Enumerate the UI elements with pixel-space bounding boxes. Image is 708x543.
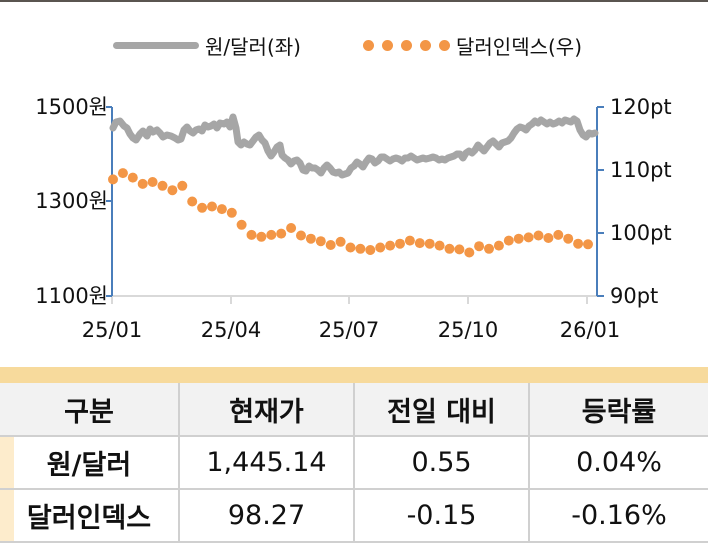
- quote-table-container: 구분 현재가 전일 대비 등락률 원/달러 1,445.14 0.55 0.04…: [0, 367, 708, 543]
- row-rate: -0.16%: [528, 488, 708, 543]
- table-row: 원/달러 1,445.14 0.55 0.04%: [0, 435, 708, 490]
- row-name: 원/달러: [0, 435, 180, 490]
- dollar-index-point: [216, 204, 227, 215]
- dollar-index-point: [365, 245, 376, 255]
- dollar-index-point: [147, 177, 158, 187]
- dollar-index-point: [315, 236, 326, 247]
- row-name: 달러인덱스: [0, 488, 180, 543]
- table-header-row: 구분 현재가 전일 대비 등락률: [0, 383, 708, 437]
- row-change: 0.55: [353, 435, 530, 490]
- dollar-index-point: [167, 185, 178, 196]
- legend-label-krw-usd: 원/달러(좌): [205, 34, 301, 59]
- dollar-index-point: [236, 219, 247, 230]
- dollar-index-point: [335, 236, 346, 247]
- left-axis-label-1300: 1300원: [35, 189, 108, 213]
- x-axis-ticks: [111, 296, 588, 304]
- dollar-index-point: [187, 196, 198, 207]
- right-axis-label-90: 90pt: [610, 284, 659, 308]
- x-axis-label-2501: 25/01: [81, 318, 143, 342]
- dollar-index-point: [325, 240, 336, 250]
- dollar-index-point: [424, 238, 435, 249]
- dollar-index-point: [108, 174, 118, 185]
- right-y-axis: [596, 106, 604, 297]
- dollar-index-point: [543, 233, 554, 243]
- left-axis-label-1100: 1100원: [35, 284, 108, 308]
- right-axis-label-110: 110pt: [610, 158, 672, 182]
- dollar-index-point: [137, 178, 148, 189]
- dollar-index-point: [305, 233, 316, 244]
- gray-line-swatch-icon: [113, 41, 199, 49]
- chart-plot-area: [106, 106, 604, 304]
- dollar-index-point: [226, 207, 237, 218]
- dollar-index-point: [563, 233, 574, 244]
- header-daily-change: 전일 대비: [353, 383, 530, 437]
- dollar-index-point: [207, 201, 217, 212]
- dollar-index-point: [345, 242, 356, 253]
- header-change-rate: 등락률: [528, 383, 708, 437]
- dollar-index-point: [246, 229, 257, 240]
- dollar-index-point: [464, 247, 475, 258]
- dollar-index-point: [276, 228, 287, 239]
- dollar-index-point: [484, 243, 494, 254]
- dollar-index-point: [533, 230, 544, 241]
- dollar-index-point: [454, 244, 465, 255]
- dollar-index-point: [286, 223, 297, 233]
- dollar-index-point: [444, 243, 455, 254]
- left-axis-label-1500: 1500원: [35, 95, 108, 119]
- krw-usd-line: [109, 113, 599, 179]
- right-axis-label-120: 120pt: [610, 95, 672, 119]
- dollar-index-point: [523, 232, 534, 243]
- dollar-index-point: [266, 229, 277, 240]
- top-border: [0, 0, 708, 2]
- header-current-price: 현재가: [178, 383, 355, 437]
- x-axis-label-2601: 26/01: [559, 318, 621, 342]
- dollar-index-point: [493, 240, 504, 251]
- dollar-index-point: [127, 172, 138, 183]
- dollar-index-point: [256, 231, 267, 242]
- dollar-index-point: [385, 240, 396, 251]
- dollar-index-point: [434, 240, 445, 251]
- dollar-index-point: [573, 238, 584, 249]
- row-rate: 0.04%: [528, 435, 708, 490]
- dollar-index-dots: [108, 168, 593, 258]
- row-price: 98.27: [178, 488, 355, 543]
- left-y-axis: [106, 106, 113, 297]
- x-axis-label-2510: 25/10: [437, 318, 499, 342]
- right-axis-label-100: 100pt: [610, 221, 672, 245]
- dollar-index-point: [553, 229, 564, 240]
- legend-item-dollar-index: 달러인덱스(우): [363, 28, 582, 62]
- dollar-index-point: [583, 239, 593, 250]
- legend-label-dollar-index: 달러인덱스(우): [456, 34, 583, 59]
- orange-dots-swatch-icon: [363, 39, 450, 51]
- dollar-index-point: [157, 180, 168, 191]
- table-top-band: [0, 367, 708, 383]
- legend-item-krw-usd: 원/달러(좌): [113, 28, 301, 62]
- table-row: 달러인덱스 98.27 -0.15 -0.16%: [0, 488, 708, 543]
- dollar-index-point: [177, 180, 188, 191]
- dollar-index-point: [404, 235, 415, 246]
- dollar-index-point: [513, 233, 524, 244]
- row-price: 1,445.14: [178, 435, 355, 490]
- dollar-index-point: [117, 168, 128, 179]
- dollar-index-point: [355, 243, 366, 254]
- row-change: -0.15: [353, 488, 530, 543]
- x-axis-label-2507: 25/07: [318, 318, 380, 342]
- dollar-index-point: [375, 242, 386, 253]
- dollar-index-point: [414, 238, 425, 249]
- header-category: 구분: [0, 383, 180, 437]
- quote-table: 구분 현재가 전일 대비 등락률 원/달러 1,445.14 0.55 0.04…: [0, 383, 708, 543]
- x-axis-label-2504: 25/04: [200, 318, 262, 342]
- dollar-index-point: [197, 202, 208, 213]
- dollar-index-point: [395, 238, 405, 249]
- dollar-index-point: [296, 230, 306, 241]
- dollar-index-point: [474, 241, 485, 252]
- dollar-index-point: [503, 235, 514, 246]
- chart-legend: 원/달러(좌) 달러인덱스(우): [0, 28, 708, 62]
